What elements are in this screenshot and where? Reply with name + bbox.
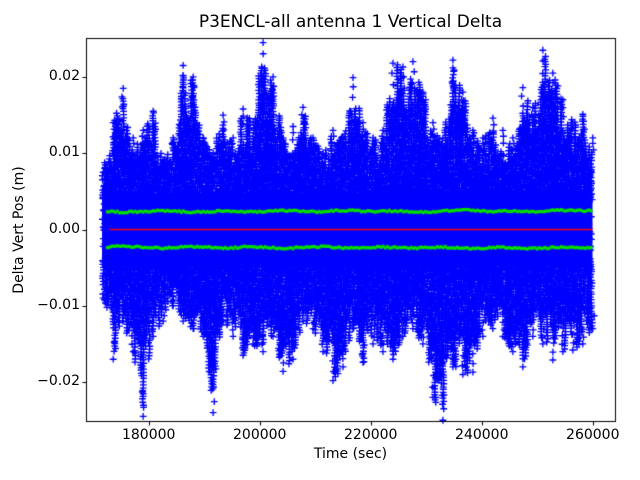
x-tick-label: 200000: [233, 427, 287, 443]
y-tick-label: 0.01: [48, 144, 80, 161]
x-tick-label: 180000: [121, 427, 176, 443]
x-tick-label: 260000: [566, 427, 620, 443]
x-axis-label: Time (sec): [313, 446, 388, 462]
y-tick-label: −0.01: [37, 296, 80, 313]
y-tick-label: −0.02: [37, 373, 80, 390]
y-axis-label: Delta Vert Pos (m): [11, 166, 27, 294]
x-tick-label: 220000: [344, 427, 398, 443]
y-tick-label: 0.00: [48, 220, 80, 237]
y-tick-label: 0.02: [48, 67, 80, 84]
chart-title: P3ENCL-all antenna 1 Vertical Delta: [198, 12, 503, 32]
x-tick-label: 240000: [455, 427, 509, 443]
